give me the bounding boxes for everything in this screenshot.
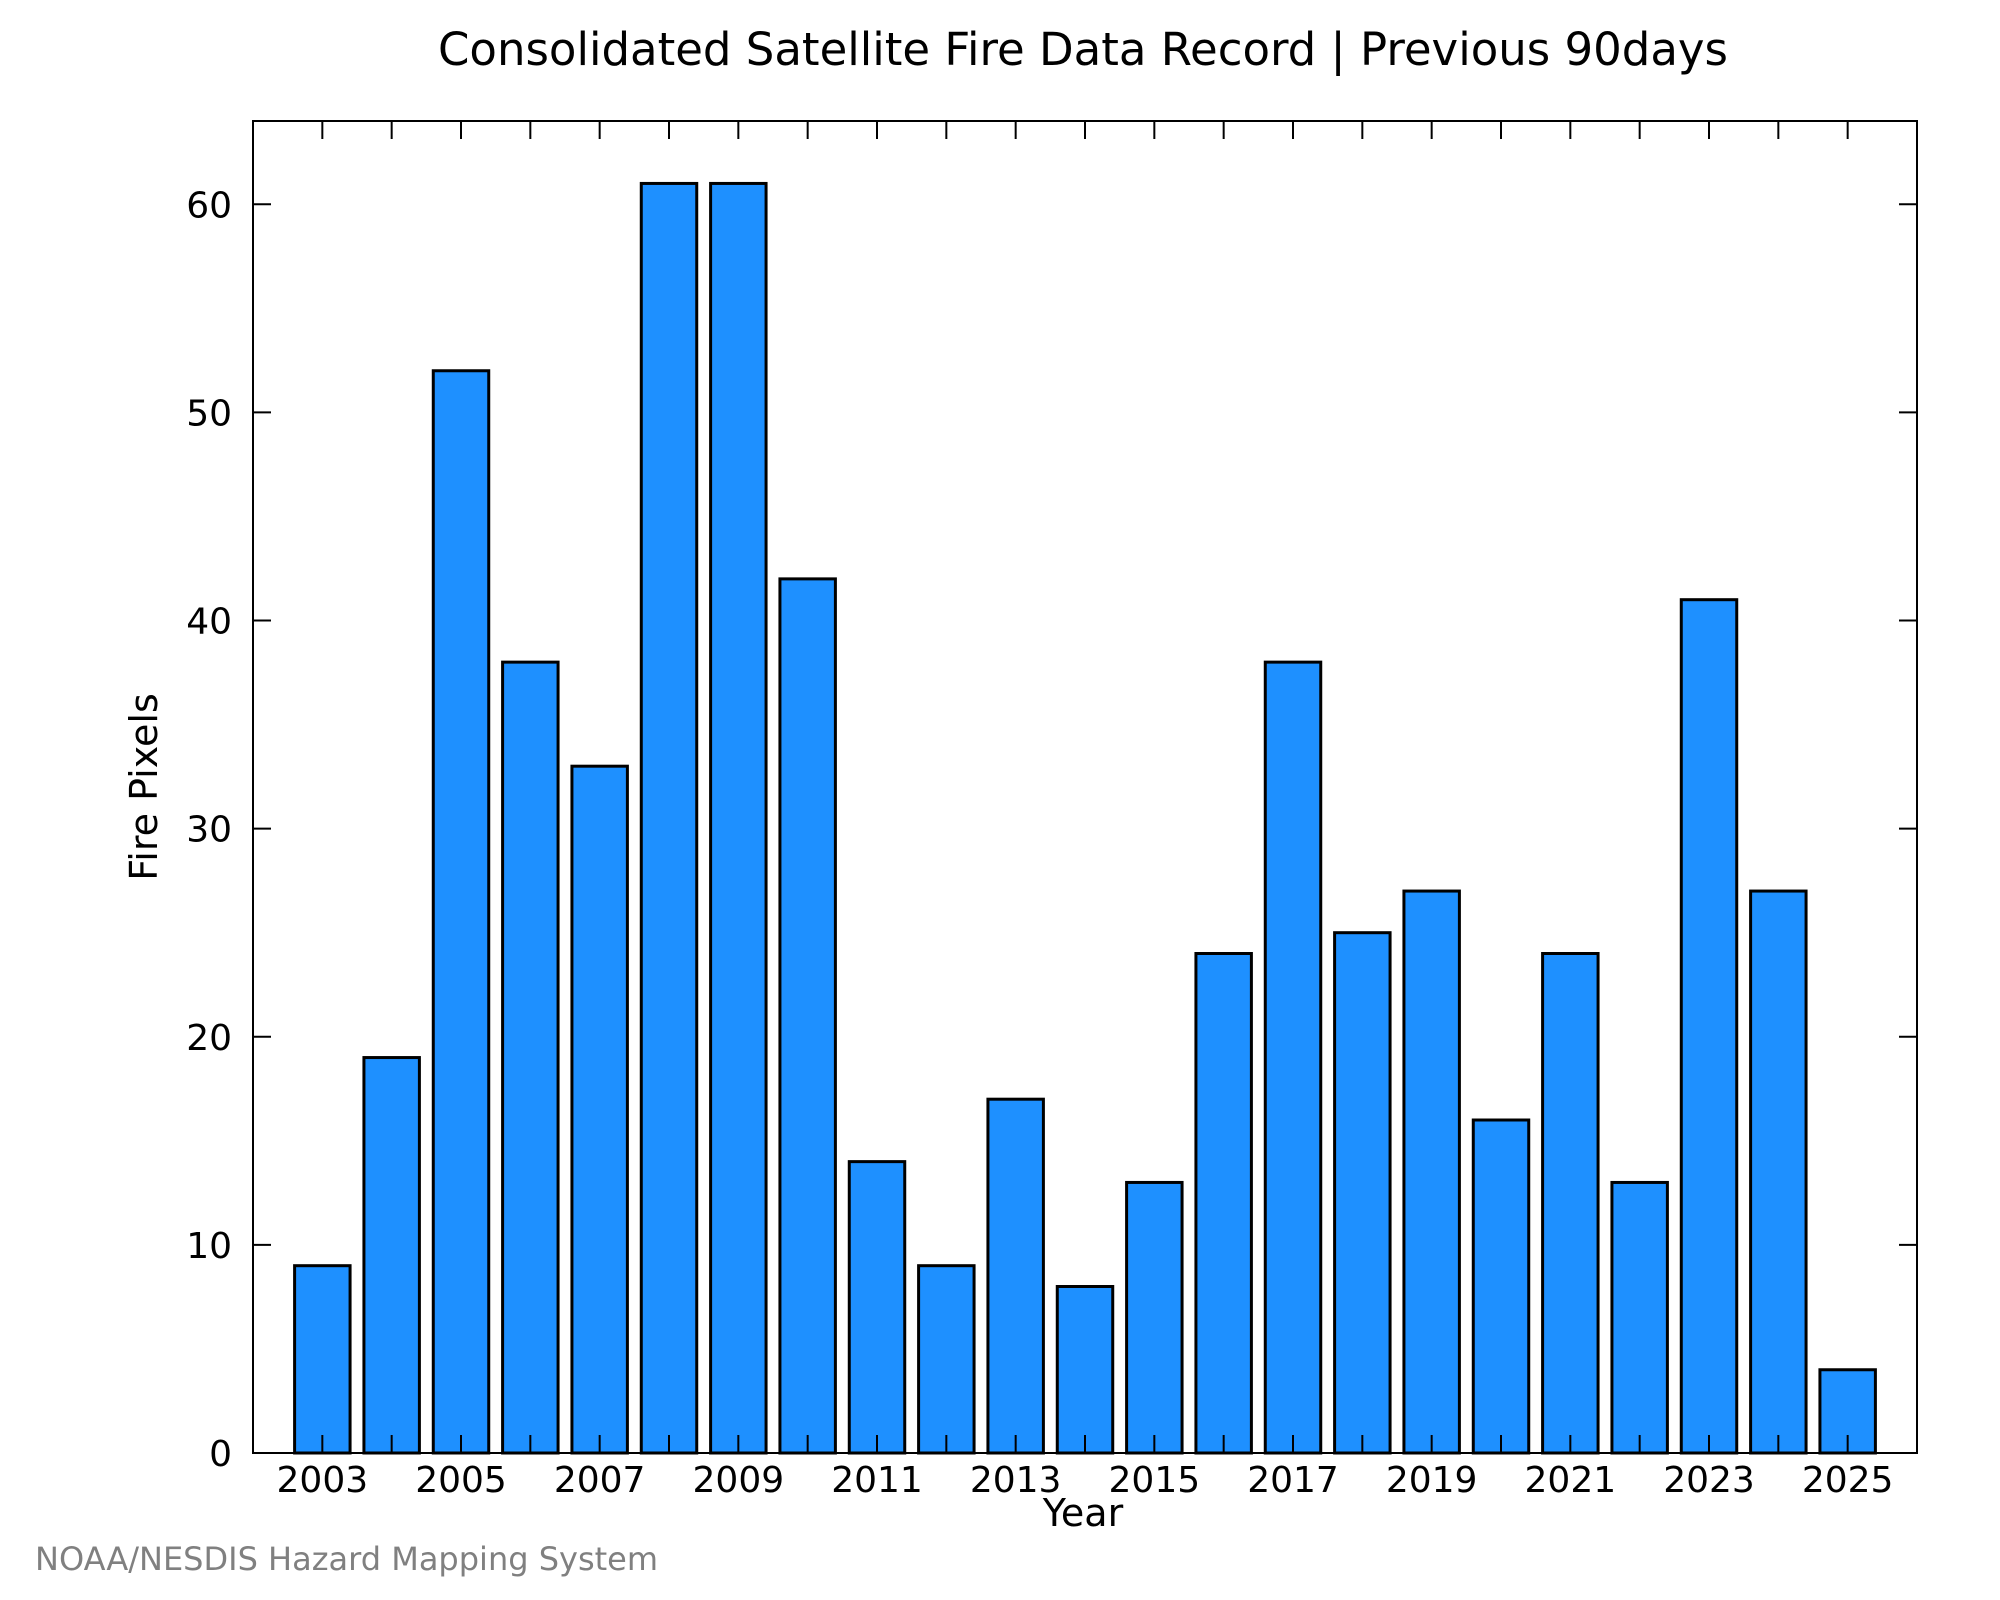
bar-2005	[431, 369, 491, 1455]
bar-2013	[986, 1097, 1045, 1455]
bar-2023	[1679, 598, 1739, 1455]
x-tick-label-2021: 2021	[1525, 1460, 1617, 1501]
y-tick-label-60: 60	[186, 185, 232, 226]
bar-2016	[1194, 952, 1253, 1455]
x-tick-label-2011: 2011	[831, 1460, 923, 1501]
bar-2015	[1125, 1180, 1184, 1455]
bars-layer	[293, 181, 1877, 1455]
bar-2022	[1610, 1180, 1669, 1455]
y-tick-label-10: 10	[186, 1226, 232, 1267]
bar-2012	[917, 1264, 976, 1455]
bar-2007	[570, 764, 629, 1455]
y-tick-label-50: 50	[186, 393, 232, 434]
axes-layer	[252, 120, 1918, 1454]
bar-2008	[639, 181, 699, 1455]
bar-2020	[1471, 1118, 1531, 1455]
bar-2017	[1263, 660, 1323, 1455]
y-tick-label-40: 40	[186, 602, 232, 643]
x-tick-label-2003: 2003	[277, 1460, 369, 1501]
x-tick-label-2017: 2017	[1247, 1460, 1339, 1501]
y-tick-label-20: 20	[186, 1018, 232, 1059]
bar-2003	[293, 1264, 352, 1455]
y-tick-labels: 0 10 20 30 40 50 60	[186, 185, 232, 1475]
y-axis-label: Fire Pixels	[122, 693, 166, 881]
x-tick-label-2009: 2009	[693, 1460, 785, 1501]
y-tick-label-0: 0	[209, 1434, 232, 1475]
x-tick-label-2023: 2023	[1663, 1460, 1755, 1501]
x-tick-label-2013: 2013	[970, 1460, 1062, 1501]
x-tick-label-2019: 2019	[1386, 1460, 1478, 1501]
bar-2004	[362, 1056, 421, 1455]
x-tick-label-2015: 2015	[1109, 1460, 1201, 1501]
bar-2010	[778, 577, 837, 1455]
x-tick-label-2005: 2005	[415, 1460, 507, 1501]
bar-2011	[847, 1160, 907, 1455]
source-credit: NOAA/NESDIS Hazard Mapping System	[35, 1540, 658, 1578]
bar-2009	[709, 181, 768, 1455]
y-tick-label-30: 30	[186, 810, 232, 851]
bar-2018	[1333, 931, 1392, 1455]
x-tick-label-2025: 2025	[1802, 1460, 1894, 1501]
chart-title: Consolidated Satellite Fire Data Record …	[438, 23, 1728, 76]
bar-2019	[1402, 889, 1461, 1455]
bar-2024	[1749, 889, 1808, 1455]
x-tick-label-2007: 2007	[554, 1460, 646, 1501]
x-tick-labels: 2003 2005 2007 2009 2011 2013 2015 2017 2019 2021…	[277, 1460, 1894, 1501]
x-axis-label: Year	[1042, 1491, 1124, 1535]
bar-2021	[1541, 952, 1600, 1455]
bar-2006	[501, 660, 560, 1455]
bar-2014	[1055, 1285, 1115, 1455]
